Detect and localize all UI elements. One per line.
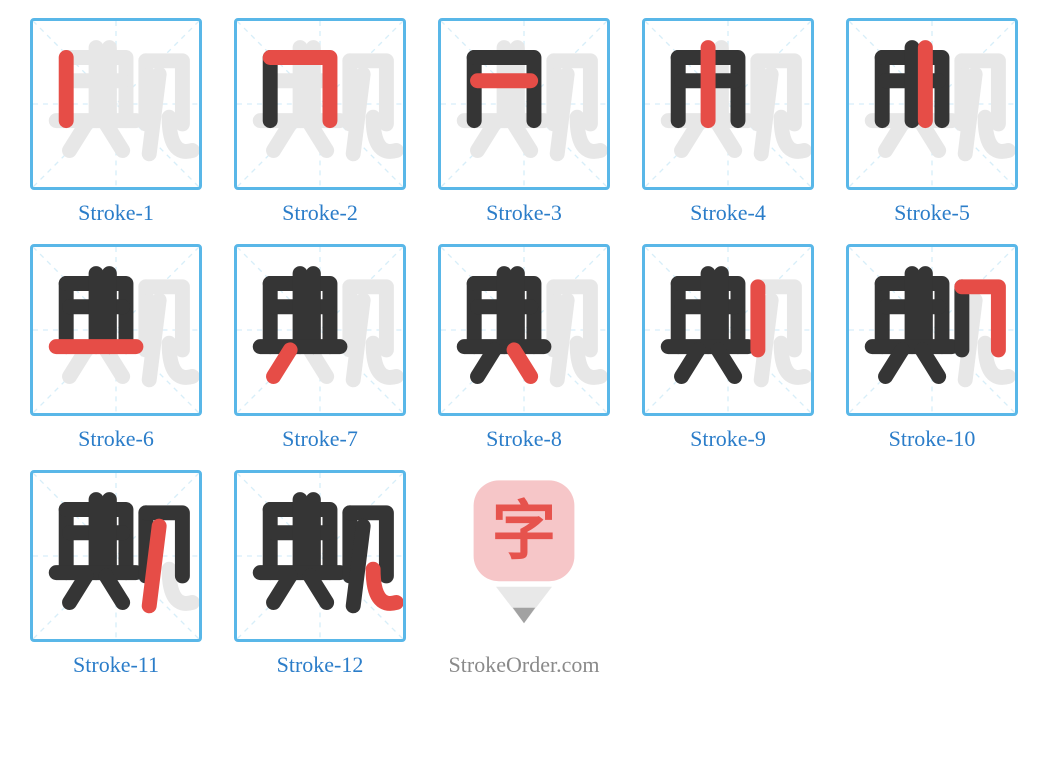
stroke-tile xyxy=(30,470,202,642)
stroke-caption: Stroke-10 xyxy=(889,426,976,452)
logo-cell: 字 StrokeOrder.com xyxy=(422,470,626,678)
stroke-caption: Stroke-12 xyxy=(277,652,364,678)
stroke-cell: Stroke-11 xyxy=(14,470,218,678)
stroke-cell: Stroke-4 xyxy=(626,18,830,226)
stroke-grid: Stroke-1 Stroke-2 Stroke-3 Stroke-4 Stroke-5… xyxy=(0,0,1050,696)
stroke-tile xyxy=(846,244,1018,416)
stroke-tile xyxy=(30,18,202,190)
stroke-caption: Stroke-7 xyxy=(282,426,358,452)
stroke-caption: Stroke-9 xyxy=(690,426,766,452)
stroke-cell: Stroke-9 xyxy=(626,244,830,452)
logo-character: 字 xyxy=(492,495,556,567)
stroke-tile xyxy=(846,18,1018,190)
stroke-caption: Stroke-5 xyxy=(894,200,970,226)
stroke-cell: Stroke-8 xyxy=(422,244,626,452)
stroke-cell: Stroke-12 xyxy=(218,470,422,678)
stroke-tile xyxy=(234,470,406,642)
stroke-caption: Stroke-6 xyxy=(78,426,154,452)
stroke-caption: Stroke-8 xyxy=(486,426,562,452)
stroke-tile xyxy=(642,18,814,190)
stroke-tile xyxy=(30,244,202,416)
stroke-caption: Stroke-4 xyxy=(690,200,766,226)
stroke-caption: Stroke-11 xyxy=(73,652,159,678)
stroke-cell: Stroke-10 xyxy=(830,244,1034,452)
stroke-cell: Stroke-1 xyxy=(14,18,218,226)
stroke-cell: Stroke-5 xyxy=(830,18,1034,226)
stroke-tile xyxy=(642,244,814,416)
logo-site-text: StrokeOrder.com xyxy=(449,652,600,678)
stroke-caption: Stroke-1 xyxy=(78,200,154,226)
stroke-cell: Stroke-2 xyxy=(218,18,422,226)
stroke-tile xyxy=(234,18,406,190)
stroke-cell: Stroke-6 xyxy=(14,244,218,452)
stroke-tile xyxy=(234,244,406,416)
stroke-tile xyxy=(438,244,610,416)
stroke-caption: Stroke-3 xyxy=(486,200,562,226)
stroke-cell: Stroke-7 xyxy=(218,244,422,452)
stroke-tile xyxy=(438,18,610,190)
stroke-caption: Stroke-2 xyxy=(282,200,358,226)
site-logo: 字 xyxy=(438,470,610,642)
stroke-cell: Stroke-3 xyxy=(422,18,626,226)
